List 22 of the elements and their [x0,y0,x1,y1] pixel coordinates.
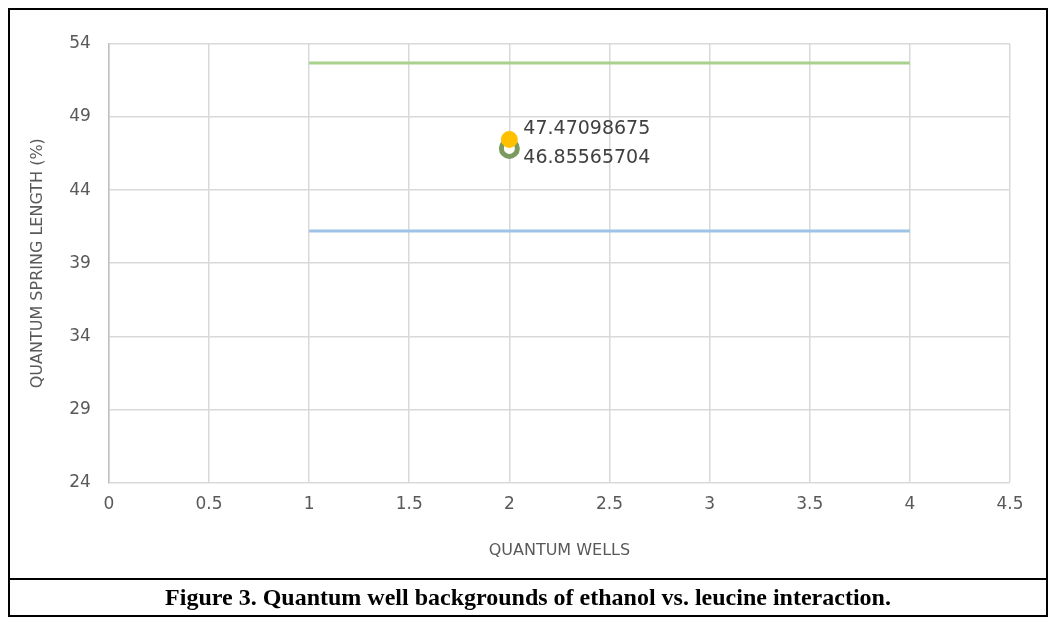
x-tick-label: 2 [503,493,515,514]
y-axis-title: QUANTUM SPRING LENGTH (%) [26,138,46,389]
y-tick-label: 39 [69,251,91,272]
x-tick-label: 1.5 [395,493,423,514]
x-tick-label: 1 [303,493,315,514]
x-tick-label: 4.5 [996,493,1024,514]
data-label: 47.47098675 [523,116,651,139]
x-tick-label: 0.5 [195,493,223,514]
y-tick-label: 44 [69,178,91,199]
y-tick-label: 24 [69,470,91,491]
caption: Figure 3. Quantum well backgrounds of ethanol vs. leucine interaction. [164,583,892,612]
x-tick-label: 0 [103,493,115,514]
y-tick-label: 29 [69,397,91,418]
x-tick-label: 3 [704,493,716,514]
data-label: 46.85565704 [523,145,651,168]
y-tick-label: 54 [69,32,91,53]
y-tick-label: 34 [69,324,91,345]
y-tick-label: 49 [69,105,91,126]
x-tick-label: 2.5 [595,493,623,514]
x-axis-title: QUANTUM WELLS [488,539,631,559]
x-tick-label: 4 [904,493,916,514]
x-tick-label: 3.5 [796,493,824,514]
